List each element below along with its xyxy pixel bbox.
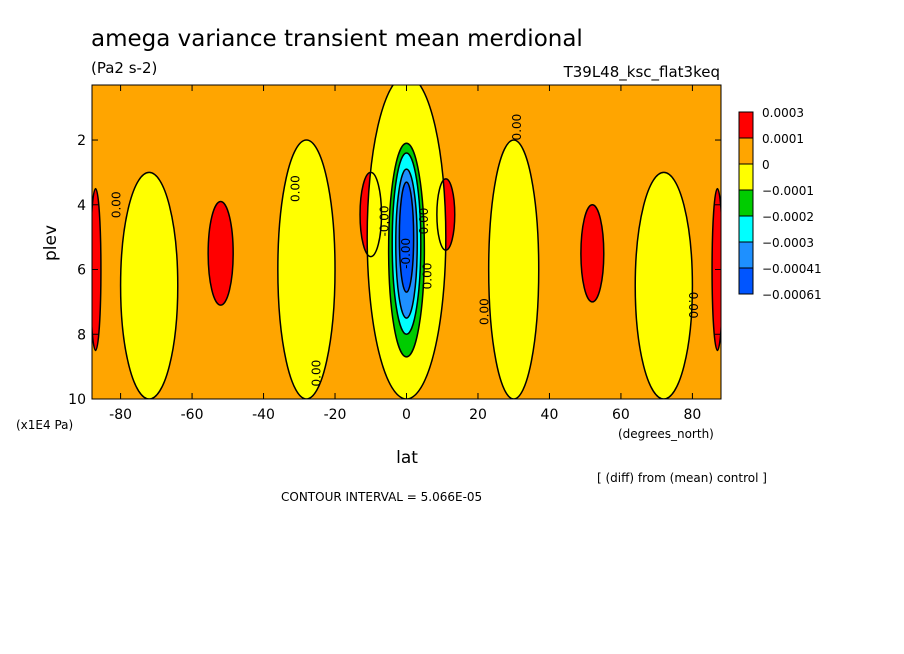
x-tick-label: 20 <box>469 407 487 423</box>
legend-swatch <box>738 267 754 295</box>
contour-region-7 <box>120 172 178 399</box>
legend-swatch <box>738 215 754 243</box>
legend-label: −0.0001 <box>762 184 814 198</box>
contour-label-7: 0.00 <box>421 263 435 290</box>
legend-swatch <box>738 111 754 139</box>
contour-line-9 <box>366 85 447 399</box>
contour-line-15 <box>398 181 415 293</box>
contour-region-8 <box>277 140 336 399</box>
y-tick-label: 10 <box>68 392 86 408</box>
contour-region-4 <box>580 204 604 302</box>
experiment-label: T39L48_ksc_flat3keq <box>563 63 720 82</box>
contour-line-12 <box>387 142 426 358</box>
x-tick-label: -60 <box>181 407 204 423</box>
contour-label-6: 0.00 <box>417 208 431 235</box>
legend-label: 0 <box>762 158 770 172</box>
contour-label-5: -0.00 <box>399 238 413 269</box>
y-unit-label: (x1E4 Pa) <box>16 418 73 432</box>
contour-lines <box>92 85 721 399</box>
contour-interval: CONTOUR INTERVAL = 5.066E-05 <box>281 490 482 504</box>
x-tick-label: -40 <box>252 407 275 423</box>
y-tick-label: 6 <box>77 263 86 279</box>
contour-line-13 <box>391 152 422 336</box>
chart-title: amega variance transient mean merdional <box>91 26 583 52</box>
contour-line-10 <box>487 139 540 399</box>
contour-line-14 <box>395 168 418 319</box>
color-legend: 0.0003 0.0001 0 −0.0001 −0.0002 −0.0003 −0.000… <box>738 106 822 302</box>
legend-label: 0.0001 <box>762 132 804 146</box>
x-tick-label: 80 <box>683 407 701 423</box>
x-axis: -80 -60 -40 -20 0 20 40 60 80 <box>109 85 701 423</box>
x-unit-label: (degrees_north) <box>618 427 714 441</box>
contour-label-3: 0.00 <box>310 360 324 387</box>
contour-region-1 <box>208 201 234 306</box>
y-tick-label: 4 <box>77 198 86 214</box>
legend-label: −0.00061 <box>762 288 822 302</box>
contour-label-9: 0.00 <box>510 114 524 141</box>
contour-region-11 <box>635 172 693 399</box>
y-axis-label: plev <box>41 225 61 261</box>
chart-units: (Pa2 s-2) <box>91 59 157 77</box>
legend-swatch <box>738 163 754 191</box>
contour-line-6 <box>711 187 721 352</box>
contour-line-8 <box>277 139 336 399</box>
contour-label-8: 0.00 <box>478 298 492 325</box>
x-axis-label: lat <box>396 448 418 468</box>
y-tick-label: 8 <box>77 327 86 343</box>
legend-label: 0.0003 <box>762 106 804 120</box>
legend-label: −0.0003 <box>762 236 814 250</box>
y-tick-label: 2 <box>77 133 86 149</box>
contour-region-10 <box>488 140 539 399</box>
x-tick-label: 40 <box>541 407 559 423</box>
x-tick-label: -20 <box>324 407 347 423</box>
y-axis: 2 4 6 8 10 <box>68 133 721 408</box>
contour-label-10: 0.00 <box>686 292 700 319</box>
contour-line-5 <box>92 187 102 352</box>
contour-label-2: 0.00 <box>288 175 302 202</box>
legend-swatch <box>738 137 754 165</box>
legend-swatch <box>738 241 754 269</box>
footnote: [ (diff) from (mean) control ] <box>597 471 767 485</box>
legend-swatch <box>738 189 754 217</box>
contour-line-1 <box>207 200 234 306</box>
contour-labels: 0.00 0.00 0.00 -0.00 -0.00 0.00 0.00 0.00 0.00 0.… <box>110 114 700 387</box>
contour-line-4 <box>580 204 605 303</box>
contour-region-15 <box>399 182 414 293</box>
contour-label-4: -0.00 <box>378 205 392 236</box>
legend-label: −0.0002 <box>762 210 814 224</box>
x-tick-label: 0 <box>402 407 411 423</box>
x-tick-label: 60 <box>612 407 630 423</box>
contour-label-1: 0.00 <box>110 191 124 218</box>
legend-label: −0.00041 <box>762 262 822 276</box>
x-tick-label: -80 <box>109 407 132 423</box>
